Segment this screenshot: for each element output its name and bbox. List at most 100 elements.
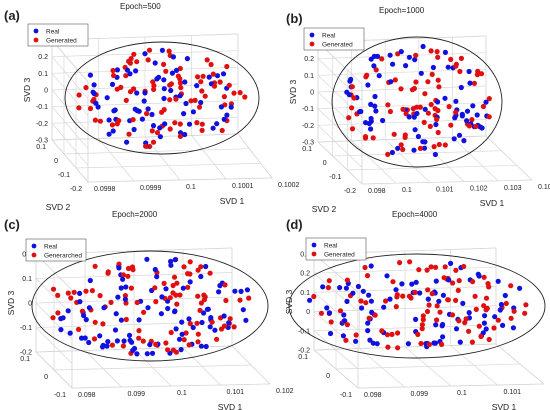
real-point	[218, 104, 224, 110]
real-point	[457, 339, 463, 345]
generated-point	[246, 295, 252, 301]
grid-z-left	[51, 106, 89, 149]
generated-point	[167, 126, 173, 132]
real-point	[97, 333, 103, 339]
generated-point	[178, 85, 184, 91]
z-tick-label: 0.1	[304, 73, 314, 80]
real-point	[182, 131, 188, 138]
grid-x-floor	[452, 136, 499, 182]
legend-entry-generated: Generated	[324, 251, 355, 258]
x-tick-label: 0.099	[128, 391, 146, 398]
real-point	[194, 83, 200, 89]
generated-point	[480, 103, 486, 110]
real-point	[157, 134, 163, 140]
real-point	[112, 327, 119, 333]
cluster-ellipse	[64, 41, 260, 155]
real-point	[203, 263, 209, 270]
grid	[51, 33, 273, 183]
real-point	[77, 299, 83, 305]
generated-point	[428, 48, 434, 54]
real-point	[156, 74, 162, 80]
panel-2: 0.30.20.10-0.1-0.2-0.30.0980.10.1010.102…	[286, 6, 550, 214]
generated-point	[222, 282, 228, 288]
real-point	[367, 337, 373, 343]
generated-point	[120, 343, 126, 349]
real-point	[433, 278, 439, 284]
real-point	[147, 342, 153, 348]
x-axis-label: SVD 1	[480, 198, 505, 208]
grid-y-floor	[335, 363, 521, 370]
generated-point	[523, 302, 529, 308]
generated-point	[398, 86, 404, 92]
real-point	[517, 285, 523, 291]
real-point	[456, 132, 463, 138]
generated-point	[140, 338, 146, 344]
real-point	[452, 115, 458, 121]
grid-z-left	[51, 39, 89, 83]
real-point	[58, 316, 64, 322]
generated-point	[473, 306, 479, 312]
grid-z-back	[317, 102, 487, 110]
generated-point	[450, 280, 456, 286]
real-point	[412, 57, 418, 63]
real-point	[350, 290, 356, 296]
generated-point	[194, 120, 200, 126]
real-point	[368, 263, 374, 269]
real-point	[204, 306, 210, 312]
generated-point	[522, 310, 528, 316]
generated-point	[491, 325, 497, 331]
real-point	[114, 67, 120, 73]
panel-3: 0.20.10-0.1-0.20.0980.0990.10.1010.1020.…	[4, 210, 294, 410]
generated-point	[453, 63, 459, 69]
cluster-ellipse	[31, 250, 269, 362]
real-point	[342, 318, 348, 324]
real-point	[201, 310, 207, 316]
generated-point	[349, 105, 355, 111]
real-point	[106, 131, 112, 137]
real-point	[412, 127, 418, 133]
real-point	[228, 104, 234, 110]
real-point	[179, 331, 185, 337]
legend-marker-real	[309, 32, 315, 38]
real-point	[79, 335, 85, 341]
generated-point	[197, 307, 203, 313]
generated-point	[441, 275, 447, 281]
real-point	[101, 305, 107, 311]
real-point	[440, 292, 446, 298]
generated-point	[130, 267, 136, 273]
generated-point	[177, 80, 183, 86]
generated-point	[143, 143, 149, 149]
generated-point	[134, 299, 140, 306]
real-point	[357, 109, 363, 115]
generated-point	[126, 58, 132, 64]
generated-point	[163, 340, 169, 346]
generated-point	[486, 336, 492, 343]
z-tick-label: -0.3	[302, 140, 314, 147]
generated-point	[100, 321, 106, 327]
generated-point	[144, 111, 150, 117]
grid-z-left	[51, 89, 89, 133]
generated-point	[128, 285, 134, 291]
real-point	[170, 54, 176, 60]
real-point	[67, 330, 73, 336]
generated-point	[400, 293, 406, 299]
real-point	[238, 288, 244, 294]
real-point	[136, 317, 142, 323]
x-tick-label: 0.1	[186, 184, 196, 191]
generated-point	[109, 122, 115, 128]
z-tick-label: 0	[28, 301, 32, 308]
generated-point	[165, 347, 171, 353]
generated-point	[474, 72, 480, 78]
generated-point	[448, 122, 454, 128]
real-point	[341, 312, 347, 318]
generated-point	[456, 318, 462, 324]
x-tick-label: 0.103	[504, 185, 522, 192]
real-point	[109, 81, 116, 87]
generated-point	[161, 280, 167, 286]
real-point	[430, 64, 436, 71]
generated-point	[351, 95, 357, 101]
generated-point	[146, 47, 153, 53]
generated-point	[195, 339, 201, 345]
generated-point	[208, 61, 214, 68]
generated-point	[420, 313, 426, 319]
